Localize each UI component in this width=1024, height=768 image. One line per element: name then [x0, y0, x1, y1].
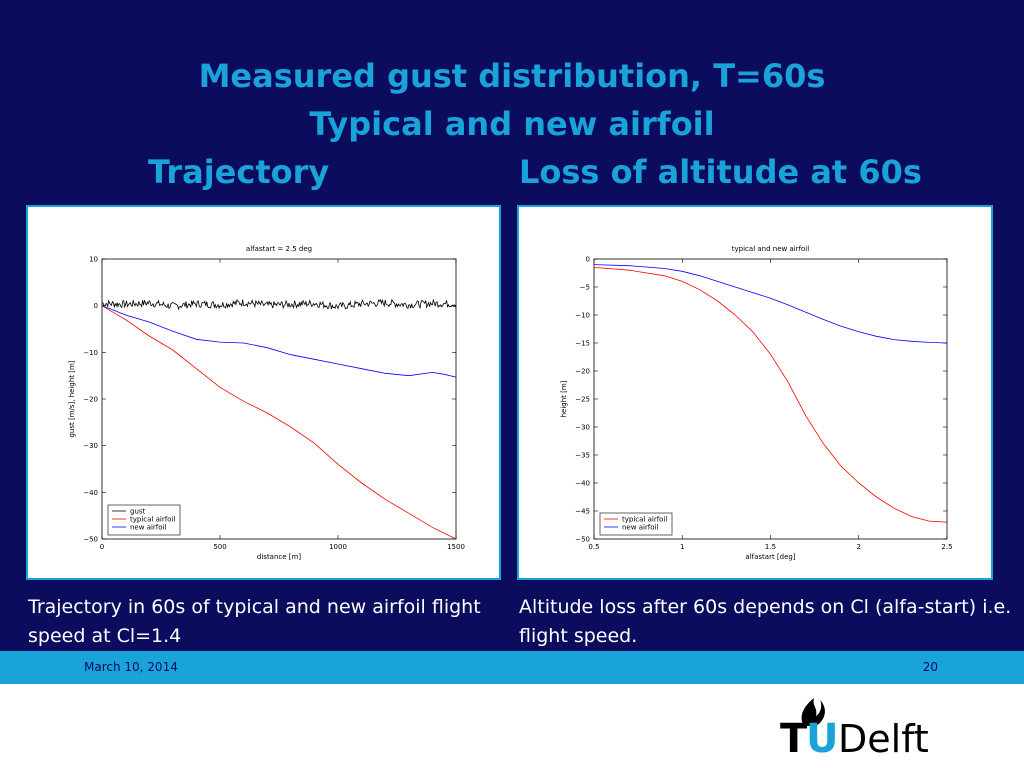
legend-entry: gust	[130, 508, 146, 516]
legend-entry: new airfoil	[130, 524, 166, 532]
y-tick-label: −15	[575, 340, 590, 348]
x-tick-label: 2	[857, 543, 861, 551]
y-tick-label: −30	[575, 424, 590, 432]
trajectory-chart: 0 500 1000 1500 10 0 −10 −20 −30 −40 −50 alfastart …	[68, 245, 465, 561]
y-tick-label: 0	[94, 302, 98, 310]
footer-bar: March 10, 2014 20	[0, 651, 1024, 684]
y-axis-label: gust [m/s], height [m]	[68, 360, 76, 437]
y-tick-label: −20	[83, 396, 98, 404]
x-tick-label: 2.5	[941, 543, 952, 551]
flame-icon	[801, 698, 825, 726]
series-line-new-airfoil	[101, 305, 457, 378]
x-axis-label: distance [m]	[257, 553, 301, 561]
logo-wordmark-delft: Delft	[838, 717, 929, 760]
page-number: 20	[922, 660, 938, 674]
altitude-loss-chart: 0.5 1 1.5 2 2.5 0 −5 −10 −15 −20 −25 −30 −35 −40 −45 −5…	[560, 245, 953, 561]
y-tick-label: −50	[83, 536, 98, 544]
subtitle-trajectory: Trajectory	[148, 153, 330, 191]
series-line-typical-airfoil	[101, 305, 457, 540]
y-tick-label: −30	[83, 442, 98, 450]
y-tick-label: −45	[575, 508, 590, 516]
y-tick-label: −40	[83, 489, 98, 497]
series-line-typical-airfoil	[593, 267, 948, 523]
y-axis-label: height [m]	[560, 380, 568, 417]
x-tick-label: 1	[680, 543, 684, 551]
tudelft-logo: T U Delft	[780, 698, 929, 760]
y-tick-label: 0	[586, 256, 590, 264]
slide-title-line1: Measured gust distribution, T=60s	[198, 57, 826, 95]
x-tick-label: 500	[213, 543, 226, 551]
legend-box	[107, 504, 181, 536]
logo-letter-u: U	[806, 716, 838, 760]
subtitle-altitude-loss: Loss of altitude at 60s	[519, 153, 922, 191]
x-tick-label: 0.5	[588, 543, 599, 551]
plot-area	[593, 258, 948, 540]
legend-box	[599, 512, 673, 536]
y-tick-label: −50	[575, 536, 590, 544]
legend-entry: typical airfoil	[622, 516, 667, 524]
legend-entry: typical airfoil	[130, 516, 175, 524]
y-tick-label: −5	[580, 284, 590, 292]
legend-entry: new airfoil	[622, 524, 658, 532]
footer-date: March 10, 2014	[84, 660, 178, 674]
x-tick-label: 1500	[447, 543, 465, 551]
x-tick-label: 0	[100, 543, 104, 551]
y-tick-label: 10	[89, 256, 98, 264]
chart-title: typical and new airfoil	[732, 245, 809, 253]
y-tick-label: −40	[575, 480, 590, 488]
series-line-new-airfoil	[593, 264, 948, 344]
x-tick-label: 1.5	[765, 543, 776, 551]
series-line-gust	[101, 298, 457, 311]
x-tick-label: 1000	[329, 543, 347, 551]
y-tick-label: −35	[575, 452, 590, 460]
y-tick-label: −25	[575, 396, 590, 404]
trajectory-chart-panel: 0 500 1000 1500 10 0 −10 −20 −30 −40 −50 alfastart …	[26, 205, 501, 580]
logo-letter-t: T	[780, 716, 808, 760]
caption-trajectory: Trajectory in 60s of typical and new air…	[28, 596, 481, 647]
altitude-chart-panel: 0.5 1 1.5 2 2.5 0 −5 −10 −15 −20 −25 −30 −35 −40 −45 −5…	[517, 205, 993, 580]
caption-altitude-loss: Altitude loss after 60s depends on Cl (a…	[519, 596, 1012, 647]
plot-area	[101, 258, 457, 540]
x-axis-label: alfastart [deg]	[745, 553, 795, 561]
y-tick-label: −10	[575, 312, 590, 320]
slide-title-line2: Typical and new airfoil	[309, 105, 715, 143]
chart-title: alfastart = 2.5 deg	[246, 245, 312, 253]
y-tick-label: −10	[83, 349, 98, 357]
y-tick-label: −20	[575, 368, 590, 376]
